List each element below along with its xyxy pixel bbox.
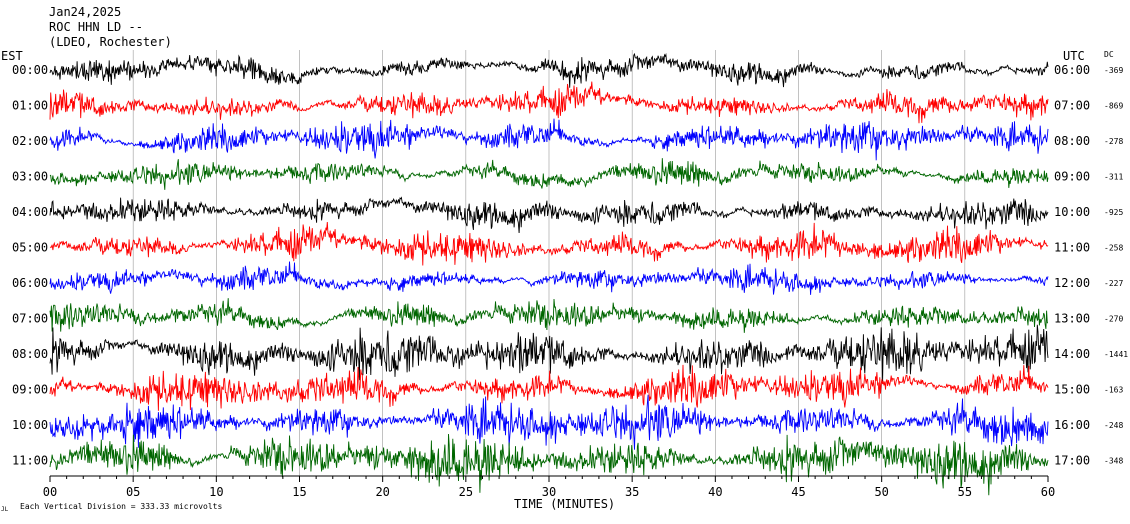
- x-tick-label: 30: [542, 485, 556, 499]
- utc-label: 10:00: [1054, 205, 1090, 219]
- est-label: 01:00: [12, 99, 48, 113]
- est-label: 04:00: [12, 205, 48, 219]
- trace-row-1000: [49, 394, 1049, 450]
- utc-label: 11:00: [1054, 241, 1090, 255]
- trace-row-0900: [49, 364, 1049, 411]
- x-tick-label: 00: [43, 485, 57, 499]
- utc-label: 13:00: [1054, 312, 1090, 326]
- right-axis-title: UTC: [1063, 49, 1085, 63]
- trace-row-0600: [49, 261, 1049, 295]
- trace-row-0100: [49, 81, 1049, 124]
- x-tick-label: 20: [375, 485, 389, 499]
- trace-group: [49, 52, 1049, 496]
- x-axis-label: TIME (MINUTES): [514, 497, 615, 511]
- dc-value: -163: [1104, 386, 1123, 395]
- utc-label: 15:00: [1054, 383, 1090, 397]
- dc-value: -369: [1104, 66, 1123, 75]
- utc-label: 08:00: [1054, 134, 1090, 148]
- trace-row-1100: [49, 433, 1049, 496]
- est-label: 03:00: [12, 170, 48, 184]
- est-label: 07:00: [12, 312, 48, 326]
- dc-value: -270: [1104, 315, 1123, 324]
- x-tick-label: 55: [958, 485, 972, 499]
- dc-value: -278: [1104, 137, 1123, 146]
- est-label: 05:00: [12, 241, 48, 255]
- x-tick-label: 05: [126, 485, 140, 499]
- scale-note: Each Vertical Division = 333.33 microvol…: [20, 502, 222, 511]
- utc-label: 16:00: [1054, 418, 1090, 432]
- left-axis-title: EST: [1, 49, 23, 63]
- dc-value: -1441: [1104, 350, 1128, 359]
- est-label: 09:00: [12, 383, 48, 397]
- dc-value: -311: [1104, 173, 1123, 182]
- x-axis: 00 05 10 15 20 25 30 35 40 45 50 55 60: [43, 475, 1055, 499]
- utc-label: 17:00: [1054, 454, 1090, 468]
- est-label: 00:00: [12, 63, 48, 77]
- trace-row-0800: [49, 324, 1049, 382]
- x-tick-label: 45: [791, 485, 805, 499]
- dc-value: -925: [1104, 208, 1123, 217]
- x-tick-label: 40: [708, 485, 722, 499]
- header-date: Jan24,2025: [49, 5, 121, 19]
- utc-label: 06:00: [1054, 63, 1090, 77]
- dc-value: -869: [1104, 102, 1123, 111]
- x-tick-label: 25: [459, 485, 473, 499]
- est-label: 11:00: [12, 454, 48, 468]
- dc-value: -258: [1104, 244, 1123, 253]
- row-labels: 00:00 06:00 -369 01:00 07:00 -869 02:00 08:00 -2…: [12, 63, 1128, 468]
- dc-value: -227: [1104, 279, 1123, 288]
- header-network: (LDEO, Rochester): [49, 35, 172, 49]
- dc-value: -348: [1104, 457, 1123, 466]
- utc-label: 09:00: [1054, 170, 1090, 184]
- utc-label: 12:00: [1054, 276, 1090, 290]
- est-label: 06:00: [12, 276, 48, 290]
- est-label: 08:00: [12, 347, 48, 361]
- x-tick-label: 60: [1041, 485, 1055, 499]
- header-station: ROC HHN LD --: [49, 20, 143, 34]
- utc-label: 07:00: [1054, 99, 1090, 113]
- x-tick-label: 15: [292, 485, 306, 499]
- x-tick-label: 50: [874, 485, 888, 499]
- dc-title: DC: [1104, 50, 1114, 59]
- dc-value: -248: [1104, 421, 1123, 430]
- trace-row-0000: [49, 52, 1049, 88]
- trace-row-0400: [49, 196, 1049, 234]
- x-tick-label: 35: [625, 485, 639, 499]
- utc-label: 14:00: [1054, 347, 1090, 361]
- est-label: 10:00: [12, 418, 48, 432]
- est-label: 02:00: [12, 134, 48, 148]
- corner-mark: JL: [1, 506, 9, 513]
- x-tick-label: 10: [209, 485, 223, 499]
- trace-row-0200: [49, 118, 1049, 161]
- vertical-gridlines: [132, 50, 966, 476]
- trace-row-0700: [49, 298, 1048, 333]
- trace-row-0500: [49, 221, 1049, 266]
- trace-row-0300: [49, 158, 1049, 190]
